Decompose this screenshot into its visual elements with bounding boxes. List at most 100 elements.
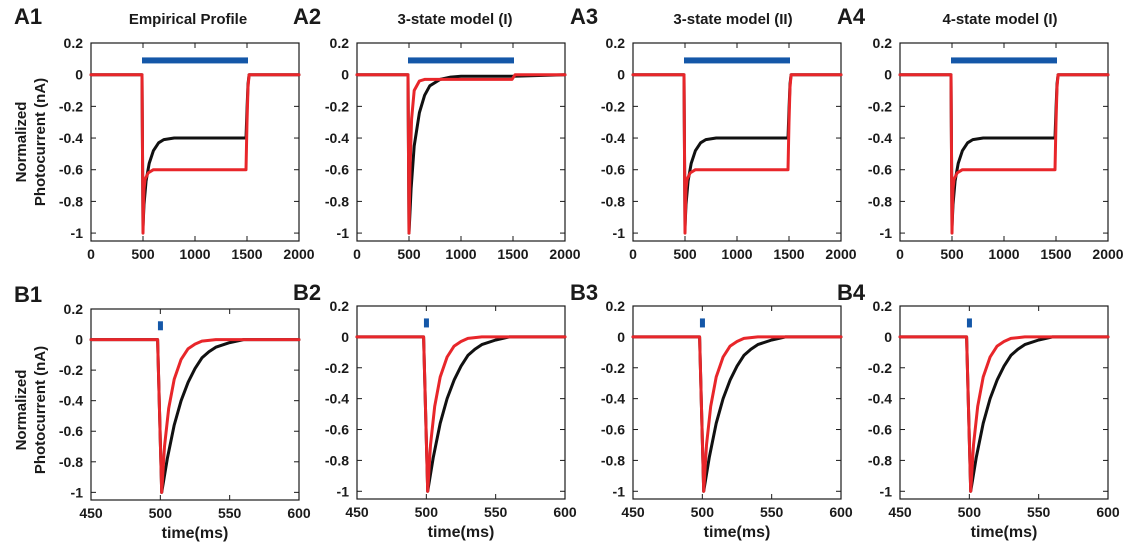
y-axis-label-line-1: Normalized Photocurrent (nA)	[13, 346, 49, 474]
x-tick-label: 500	[131, 246, 155, 262]
y-axis-label-line: Normalized	[13, 370, 30, 451]
x-tick-label: 550	[218, 505, 242, 521]
axes-box	[899, 42, 1109, 242]
panel-a4: A4 4-state model (I) 0.2 0 -0.2 -0.4 -0.6 -0.8 -…	[837, 4, 1124, 262]
x-tick-label: 2000	[825, 246, 856, 262]
x-tick-label: 500	[673, 246, 697, 262]
panel-label: A3	[570, 4, 598, 29]
x-axis-label: time(ms)	[162, 525, 229, 542]
panel-label: A2	[293, 4, 321, 29]
x-tick-label: 450	[345, 504, 369, 520]
x-axis-label: time(ms)	[428, 524, 495, 541]
black-trace	[631, 73, 843, 229]
axes-box	[90, 308, 300, 501]
y-tick-label: -1	[71, 484, 84, 500]
x-tick-label: 500	[940, 246, 964, 262]
y-tick-label: -1	[71, 225, 84, 241]
light-pulse-bar	[951, 57, 1057, 64]
light-pulse-bar	[966, 318, 972, 328]
y-tick-label: -0.2	[59, 362, 83, 378]
y-tick-label: 0.2	[330, 298, 350, 314]
y-tick-label: -0.4	[601, 130, 625, 146]
y-tick-label: -0.2	[868, 98, 892, 114]
axes-box	[90, 42, 300, 242]
x-tick-label: 1500	[1040, 246, 1071, 262]
y-tick-label: 0	[341, 67, 349, 83]
y-axis-label-row-b: Normalized Photocurrent (nA)	[13, 346, 49, 474]
light-pulse-bar	[142, 57, 248, 64]
x-tick-label: 2000	[549, 246, 580, 262]
x-tick-label: 600	[1096, 504, 1120, 520]
x-tick-label: 0	[353, 246, 361, 262]
y-tick-label: 0	[617, 329, 625, 345]
y-tick-label: -0.4	[601, 391, 625, 407]
red-trace	[631, 73, 843, 235]
y-tick-label: -0.8	[325, 193, 349, 209]
y-tick-label: 0	[884, 67, 892, 83]
axes-box	[632, 42, 842, 242]
panel-b2: B2 0.2 0 -0.2 -0.4 -0.6 -0.8 -1 450 500 550 600 time…	[293, 280, 577, 541]
y-axis-label-line: Photocurrent (nA)	[32, 78, 49, 206]
x-axis-label: time(ms)	[704, 524, 771, 541]
y-tick-label: -0.8	[59, 193, 83, 209]
panel-label: B2	[293, 280, 321, 305]
x-tick-label: 0	[87, 246, 95, 262]
y-axis-label-line: Normalized	[13, 102, 30, 183]
y-tick-label: 0.2	[64, 35, 84, 51]
y-tick-label: 0.2	[330, 35, 350, 51]
x-tick-label: 1500	[497, 246, 528, 262]
panel-a1: A1 Empirical Profile 0.2 0 -0.2 -0.4 -0.6 -0.8 -…	[14, 4, 315, 262]
y-tick-label: -0.4	[325, 130, 349, 146]
x-tick-label: 450	[888, 504, 912, 520]
x-tick-label: 500	[397, 246, 421, 262]
y-tick-label: -0.8	[601, 452, 625, 468]
black-trace	[355, 73, 567, 235]
black-trace	[898, 335, 1110, 493]
x-tick-label: 1000	[179, 246, 210, 262]
axes-box	[356, 42, 566, 242]
panel-b1: B1 0.2 0 -0.2 -0.4 -0.6 -0.8 -1 450 500 550 600 time…	[14, 282, 311, 542]
y-tick-label: -0.2	[59, 98, 83, 114]
red-trace	[89, 338, 301, 494]
y-tick-label: 0	[341, 329, 349, 345]
panel-title: 4-state model (I)	[942, 11, 1057, 28]
y-tick-label: -0.6	[601, 422, 625, 438]
y-tick-label: 0.2	[873, 35, 893, 51]
y-tick-label: -0.4	[59, 393, 83, 409]
black-trace	[631, 335, 843, 493]
y-tick-label: -0.8	[601, 193, 625, 209]
y-tick-label: -1	[337, 483, 350, 499]
red-trace	[355, 73, 567, 235]
x-axis-label: time(ms)	[971, 524, 1038, 541]
x-tick-label: 600	[829, 504, 853, 520]
axes-box	[899, 305, 1109, 500]
y-tick-label: 0	[75, 332, 83, 348]
panel-label: A4	[837, 4, 866, 29]
y-axis-label-line: Photocurrent (nA)	[32, 346, 49, 474]
x-tick-label: 500	[958, 504, 982, 520]
y-tick-label: -0.8	[868, 193, 892, 209]
y-tick-label: -0.4	[59, 130, 83, 146]
y-tick-label: -0.6	[868, 162, 892, 178]
y-tick-label: -1	[613, 225, 626, 241]
y-tick-label: -0.2	[325, 360, 349, 376]
x-tick-label: 0	[629, 246, 637, 262]
y-tick-label: -1	[880, 225, 893, 241]
x-tick-label: 600	[553, 504, 577, 520]
panel-a2: A2 3-state model (I) 0.2 0 -0.2 -0.4 -0.6 -0.8 -…	[293, 4, 581, 262]
x-tick-label: 1500	[773, 246, 804, 262]
panel-title: 3-state model (I)	[397, 11, 512, 28]
panel-title: Empirical Profile	[129, 11, 247, 28]
y-tick-label: -0.6	[325, 162, 349, 178]
y-axis-label-line-1: Normalized Photocurrent (nA)	[13, 78, 49, 206]
light-pulse-bar	[157, 321, 163, 331]
x-tick-label: 2000	[283, 246, 314, 262]
red-trace	[89, 73, 301, 235]
red-trace	[355, 335, 567, 493]
y-tick-label: 0	[75, 67, 83, 83]
x-tick-label: 1000	[445, 246, 476, 262]
y-tick-label: -1	[880, 483, 893, 499]
light-pulse-bar	[423, 318, 429, 328]
y-tick-label: -1	[613, 483, 626, 499]
